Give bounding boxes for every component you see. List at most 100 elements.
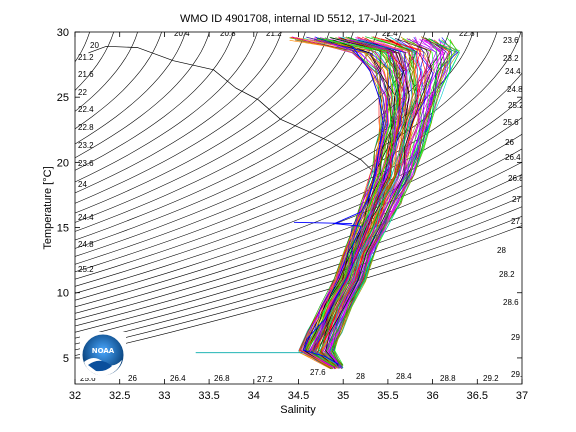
density-label-right: 28: [497, 246, 506, 255]
profile-line: [331, 38, 452, 368]
profile-line: [323, 36, 420, 369]
profile-line: [306, 37, 399, 370]
profile-line: [325, 38, 433, 366]
density-label-right: 29.4: [511, 370, 527, 379]
density-label-right: 25.6: [503, 118, 519, 127]
x-tick-label: 34: [248, 390, 260, 402]
density-label-top: 21.2: [266, 29, 282, 38]
density-label-left: 25.2: [78, 265, 94, 274]
density-label-bottom: 26.4: [170, 374, 186, 383]
density-label-right: 26.8: [508, 174, 524, 183]
density-label-left: 24: [78, 180, 87, 189]
density-label-right: 24.4: [505, 67, 521, 76]
profile-line: [320, 36, 426, 367]
density-label-left: 24.8: [78, 240, 94, 249]
profile-line: [330, 36, 451, 367]
highlighted-profile-line: [302, 46, 384, 365]
axis-ticks: 32 32.5 33 33.5 34 34.5 35 35.5 36 36.5 3751015202…: [57, 27, 528, 402]
density-contour: [75, 32, 186, 145]
density-label-left: 22.4: [78, 105, 94, 114]
density-label-bottom: 27.6: [310, 368, 326, 377]
density-label-right: 26.4: [505, 153, 521, 162]
density-label-left: 23.6: [78, 159, 94, 168]
plot-area: [75, 32, 522, 384]
y-tick-label: 15: [57, 223, 69, 235]
density-label-right: 25.2: [508, 101, 524, 110]
y-tick-label: 25: [57, 92, 69, 104]
density-label-right: 28.2: [499, 270, 515, 279]
density-contour: [75, 32, 234, 171]
density-label-right: 24.8: [507, 85, 523, 94]
density-contour: [75, 32, 306, 204]
profile-line: [332, 39, 456, 367]
density-label-left: 22: [78, 88, 87, 97]
profile-line: [325, 38, 440, 369]
density-label-left: 21.6: [78, 70, 94, 79]
density-contour: [75, 225, 522, 356]
profile-line: [312, 38, 402, 367]
x-tick-label: 34.5: [288, 390, 309, 402]
density-label-bottom: 28: [356, 372, 365, 381]
density-label-top: 22.8: [459, 29, 475, 38]
density-label-left: 22.8: [78, 123, 94, 132]
profile-line: [311, 37, 408, 370]
profile-line: [329, 40, 458, 369]
density-label-bottom: 28.4: [396, 372, 412, 381]
x-tick-label: 37: [516, 390, 528, 402]
density-contour: [75, 32, 378, 232]
density-contour: [75, 216, 522, 351]
density-contour: [75, 32, 162, 130]
density-contour: [75, 72, 522, 287]
density-contour: [75, 32, 498, 273]
density-label-top: 20.4: [174, 29, 190, 38]
density-labels: 20 21.2 21.6 22 22.4 22.8 23.2 23.6 24 24.4 24.8 25…: [78, 29, 528, 384]
x-tick-label: 36: [426, 390, 438, 402]
y-tick-label: 5: [63, 353, 69, 365]
profile-line: [289, 37, 383, 368]
density-label-bottom: 27.2: [257, 375, 273, 384]
density-label-right: 29: [511, 333, 520, 342]
density-label-left: 23.2: [78, 141, 94, 150]
density-label-left: 21.2: [78, 53, 94, 62]
density-label-right: 27.2: [512, 195, 528, 204]
outlier-segment: [293, 221, 353, 225]
density-label-right: 23.2: [503, 54, 519, 63]
x-axis-label: Salinity: [280, 404, 316, 416]
reference-line: [88, 45, 384, 185]
density-contour: [75, 32, 330, 214]
density-label-bottom: 26: [128, 374, 137, 383]
profile-line: [313, 39, 405, 370]
profile-line: [291, 36, 386, 367]
density-label-right: 28.6: [503, 298, 519, 307]
chart-title: WMO ID 4901708, internal ID 5512, 17-Jul…: [180, 13, 416, 25]
profile-line: [323, 39, 438, 369]
density-label-bottom: 26.8: [214, 374, 230, 383]
density-label-right: 26: [505, 138, 514, 147]
profile-line: [329, 38, 442, 368]
profile-line: [333, 37, 460, 367]
y-tick-label: 10: [57, 288, 69, 300]
noaa-logo: NOAA: [80, 332, 126, 378]
x-tick-label: 36.5: [467, 390, 488, 402]
density-contour: [75, 117, 522, 301]
density-contour: [75, 32, 210, 159]
density-label-left: 24.4: [78, 213, 94, 222]
density-label-right: 27.6: [511, 217, 527, 226]
density-contour: [75, 32, 282, 194]
profile-line: [306, 38, 400, 366]
y-axis-label: Temperature [°C]: [42, 166, 54, 249]
density-contour: [75, 32, 402, 241]
density-label-bottom: 28.8: [440, 374, 456, 383]
x-tick-label: 35.5: [377, 390, 398, 402]
profile-line: [317, 36, 418, 366]
profile-line: [328, 38, 444, 367]
reference-curve: [88, 45, 384, 185]
density-contour: [75, 161, 522, 321]
density-contour: [75, 32, 138, 112]
density-contour: [75, 32, 450, 257]
y-tick-label: 20: [57, 157, 69, 169]
x-tick-label: 32.5: [109, 390, 130, 402]
density-contour: [75, 32, 115, 91]
density-contour: [75, 174, 522, 327]
